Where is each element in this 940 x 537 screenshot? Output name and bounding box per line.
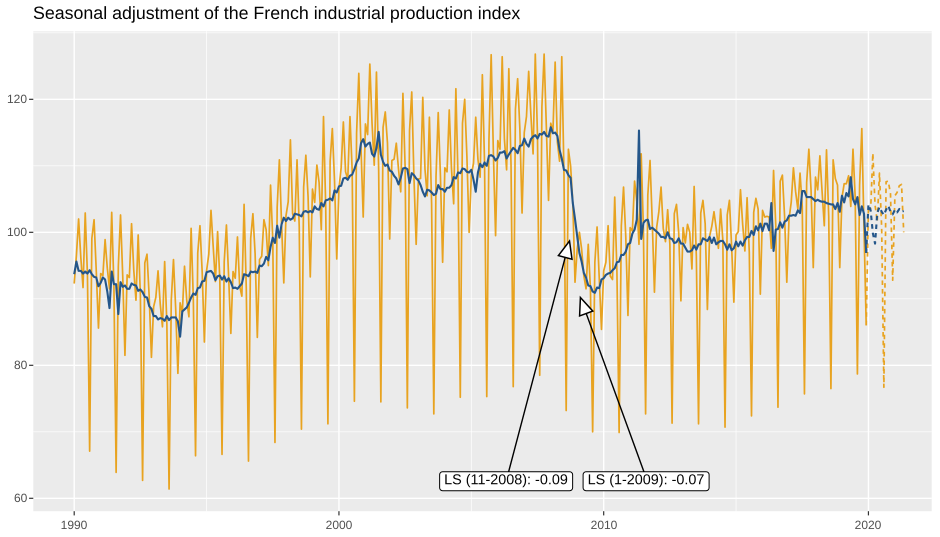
annotation-arrowhead [578,295,595,317]
x-axis-label-2020: 2020 [855,517,882,532]
annotation-arrow-line [584,311,645,472]
y-axis-label-120: 120 [7,92,28,107]
outlier-annotation-1: LS (11-2008): -0.09 [439,471,573,492]
sa-series-line-forecast [865,203,905,253]
y-axis-label-60: 60 [13,491,28,506]
annotation-arrow-line [507,255,567,472]
raw-series-line-forecast [865,152,905,389]
x-axis-label-1990: 1990 [60,517,88,532]
sa-series-line [73,126,868,338]
y-axis-label-100: 100 [7,225,28,240]
outlier-annotation-2: LS (1-2009): -0.07 [582,471,710,492]
raw-series-line [73,53,868,490]
y-axis-label-80: 80 [13,358,28,373]
x-axis-label-2000: 2000 [325,517,353,532]
annotation-arrowhead [557,239,573,261]
x-axis-label-2010: 2010 [590,517,618,532]
